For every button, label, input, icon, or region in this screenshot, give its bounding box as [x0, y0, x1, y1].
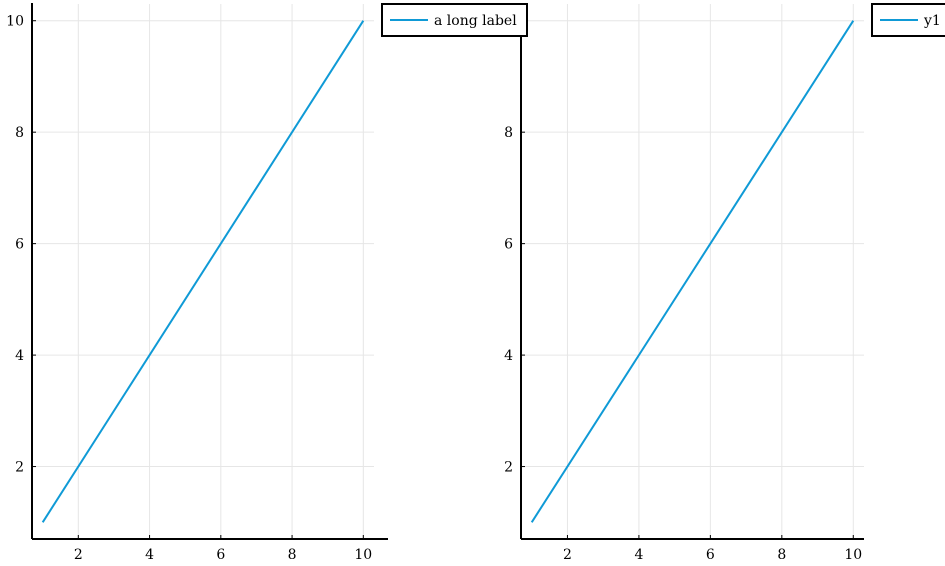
legend-label: y1 — [923, 13, 941, 29]
x-tick-label: 6 — [216, 547, 225, 563]
legend-label: a long label — [434, 13, 517, 29]
legend-1: a long label — [381, 3, 528, 37]
legend-2: y1 — [871, 3, 945, 37]
y-tick-label: 6 — [15, 237, 24, 253]
x-tick-label: 8 — [777, 547, 786, 563]
x-tick-label: 10 — [844, 547, 862, 563]
plot-1: 2 4 6 8 10 2 4 6 8 10 — [6, 3, 388, 563]
y-tick-label: 2 — [15, 460, 24, 476]
x-tick-label: 2 — [74, 547, 83, 563]
y-tick-label: 2 — [504, 460, 513, 476]
x-tick-label: 6 — [706, 547, 715, 563]
series-line — [41, 20, 365, 523]
y-tick-label: 6 — [504, 237, 513, 253]
x-tick-label: 8 — [288, 547, 297, 563]
x-tick-label: 4 — [145, 547, 154, 563]
x-tick-label: 2 — [563, 547, 572, 563]
series-line — [530, 20, 855, 523]
y-tick-label: 4 — [504, 348, 513, 364]
y-tick-label: 10 — [6, 14, 24, 30]
y-tick-label: 8 — [504, 125, 513, 141]
y-tick-label: 4 — [15, 348, 24, 364]
y-tick-label: 8 — [15, 125, 24, 141]
x-tick-label: 10 — [354, 547, 372, 563]
x-tick-label: 4 — [634, 547, 643, 563]
